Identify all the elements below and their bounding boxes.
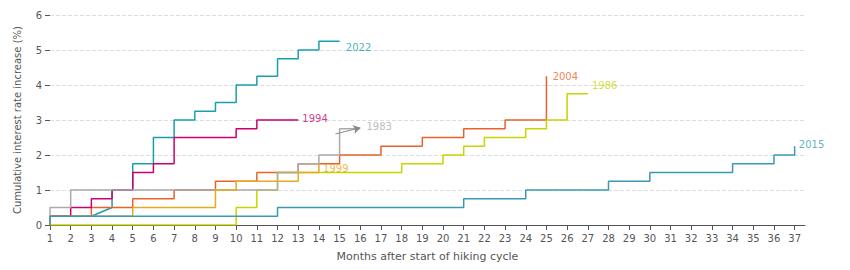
svg-text:31: 31 [664,233,677,244]
svg-text:37: 37 [788,233,801,244]
svg-text:1999: 1999 [323,163,348,174]
svg-text:28: 28 [602,233,615,244]
svg-text:33: 33 [706,233,719,244]
svg-text:4: 4 [36,80,42,91]
svg-text:30: 30 [643,233,656,244]
svg-text:23: 23 [499,233,512,244]
svg-text:6: 6 [36,10,42,21]
svg-text:14: 14 [313,233,326,244]
svg-text:2015: 2015 [799,139,824,150]
svg-text:25: 25 [540,233,553,244]
svg-text:Cumulative interest rate incre: Cumulative interest rate increase (%) [12,26,23,214]
svg-text:6: 6 [150,233,156,244]
svg-text:2: 2 [36,150,42,161]
svg-text:21: 21 [457,233,470,244]
svg-text:24: 24 [519,233,532,244]
svg-text:2004: 2004 [553,71,578,82]
svg-text:36: 36 [768,233,781,244]
svg-text:2: 2 [67,233,73,244]
svg-text:4: 4 [109,233,115,244]
svg-text:5: 5 [36,45,42,56]
svg-text:26: 26 [561,233,574,244]
svg-text:9: 9 [212,233,218,244]
svg-text:29: 29 [623,233,636,244]
svg-text:34: 34 [726,233,739,244]
svg-text:1: 1 [36,185,42,196]
svg-text:5: 5 [130,233,136,244]
svg-text:1: 1 [47,233,53,244]
svg-text:17: 17 [375,233,388,244]
svg-text:32: 32 [685,233,698,244]
svg-text:35: 35 [747,233,760,244]
svg-text:7: 7 [171,233,177,244]
svg-text:2022: 2022 [346,42,371,53]
svg-text:1983: 1983 [366,121,391,132]
svg-text:18: 18 [395,233,408,244]
svg-text:13: 13 [292,233,305,244]
svg-text:11: 11 [250,233,263,244]
svg-text:Months after start of hiking c: Months after start of hiking cycle [337,250,519,263]
svg-text:0: 0 [36,220,42,231]
svg-text:12: 12 [271,233,284,244]
svg-text:1994: 1994 [302,113,327,124]
svg-text:10: 10 [230,233,243,244]
svg-text:16: 16 [354,233,367,244]
svg-text:27: 27 [581,233,594,244]
svg-text:22: 22 [478,233,491,244]
svg-text:1986: 1986 [592,80,617,91]
svg-text:8: 8 [192,233,198,244]
svg-text:20: 20 [437,233,450,244]
svg-text:19: 19 [416,233,429,244]
svg-text:15: 15 [333,233,346,244]
svg-text:3: 3 [88,233,94,244]
svg-text:3: 3 [36,115,42,126]
